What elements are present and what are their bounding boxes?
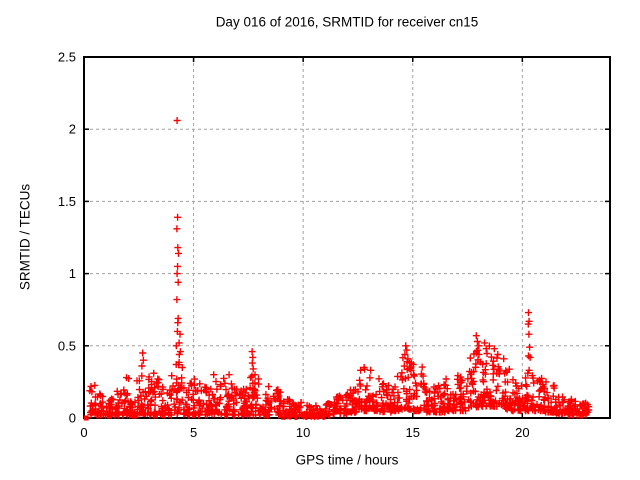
plot-border	[83, 56, 611, 419]
x-tick-label: 10	[296, 425, 310, 440]
x-axis-label: GPS time / hours	[295, 452, 399, 468]
axis-ticks	[83, 56, 610, 419]
x-tick-label: 20	[515, 425, 529, 440]
data-points	[83, 117, 593, 421]
y-tick-label: 2.5	[58, 50, 76, 65]
y-tick-label: 1.5	[58, 194, 76, 209]
y-tick-label: 0	[69, 411, 76, 426]
chart-title: Day 016 of 2016, SRMTID for receiver cn1…	[215, 14, 479, 30]
grid-lines	[84, 56, 610, 418]
x-tick-label: 5	[190, 425, 197, 440]
y-tick-label: 0.5	[58, 338, 76, 353]
x-tick-label: 15	[406, 425, 420, 440]
x-tick-label: 0	[80, 425, 87, 440]
y-tick-label: 1	[69, 266, 76, 281]
scatter-markers	[86, 117, 593, 421]
y-tick-label: 2	[69, 122, 76, 137]
tick-labels: 0 5 10 15 20 0 0.5 1 1.5 2 2.5	[58, 50, 530, 441]
origin-square-marker	[83, 415, 89, 421]
